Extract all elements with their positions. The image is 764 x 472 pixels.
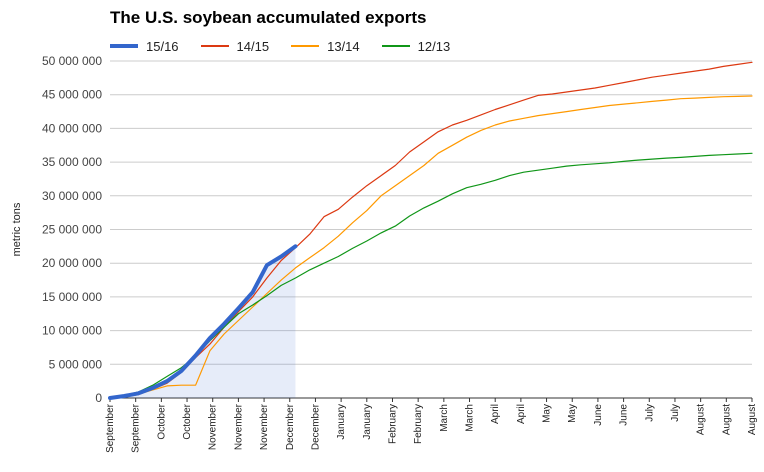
x-tick-label: August (696, 404, 707, 435)
x-tick-label: November (208, 403, 219, 450)
legend-label-14-15: 14/15 (236, 38, 270, 54)
y-tick-label: 20 000 000 (42, 256, 102, 270)
legend-swatch-14-15 (200, 45, 229, 47)
series-line-14-15 (109, 61, 753, 399)
y-axis-label: metric tons (11, 202, 23, 256)
x-tick-label: January (336, 404, 347, 440)
x-tick-label: October (182, 403, 193, 439)
x-tick-label: March (465, 404, 476, 432)
legend-swatch-13-14 (291, 45, 320, 47)
x-tick-label: July (670, 404, 681, 422)
chart-title: The U.S. soybean accumulated exports (110, 8, 427, 27)
x-tick-label: August (747, 404, 758, 435)
x-tick-label: August (721, 404, 732, 435)
legend-swatch-12-13 (381, 45, 410, 47)
x-tick-label: May (542, 404, 553, 423)
x-tick-label: February (413, 404, 424, 444)
legend-swatch-15-16 (110, 44, 138, 48)
x-tick-label: October (156, 403, 167, 439)
legend-label-12-13: 12/13 (417, 38, 451, 54)
x-tick-label: September (105, 403, 116, 453)
legend-label-13-14: 13/14 (327, 38, 360, 54)
legend-item-15-16: 15/16 (110, 39, 179, 54)
x-tick-label: November (259, 403, 270, 450)
y-tick-label: 35 000 000 (42, 155, 102, 169)
y-tick-label: 50 000 000 (42, 54, 102, 68)
y-tick-label: 40 000 000 (42, 121, 102, 135)
y-tick-label: 45 000 000 (42, 88, 102, 102)
y-tick-label: 25 000 000 (42, 223, 102, 237)
series-line-12-13 (109, 152, 753, 399)
x-tick-label: February (387, 404, 398, 444)
y-tick-label: 5 000 000 (49, 357, 103, 371)
y-tick-label: 30 000 000 (42, 189, 102, 203)
x-tick-label: April (516, 404, 527, 424)
y-tick-label: 0 (95, 391, 102, 405)
y-tick-label: 15 000 000 (42, 290, 102, 304)
series-line-13-14 (109, 95, 753, 399)
x-tick-label: June (593, 404, 604, 426)
x-tick-label: July (644, 404, 655, 422)
x-tick-label: January (362, 404, 373, 440)
x-tick-label: March (439, 404, 450, 432)
y-tick-label: 10 000 000 (42, 324, 102, 338)
x-tick-label: September (131, 403, 142, 453)
x-tick-label: November (233, 403, 244, 450)
series-line-15-16 (108, 244, 298, 400)
x-tick-label: December (310, 403, 321, 450)
legend-item-12-13: 12/13 (381, 38, 451, 54)
chart-legend: 15/16 14/15 13/14 12/13 (110, 38, 472, 54)
x-tick-label: December (285, 403, 296, 450)
legend-label-15-16: 15/16 (146, 38, 179, 54)
legend-item-13-14: 13/14 (291, 39, 360, 54)
x-tick-label: May (567, 404, 578, 423)
highlight-area (110, 246, 296, 398)
legend-item-14-15: 14/15 (200, 38, 270, 54)
x-tick-label: June (619, 404, 630, 426)
x-tick-label: April (490, 404, 501, 424)
